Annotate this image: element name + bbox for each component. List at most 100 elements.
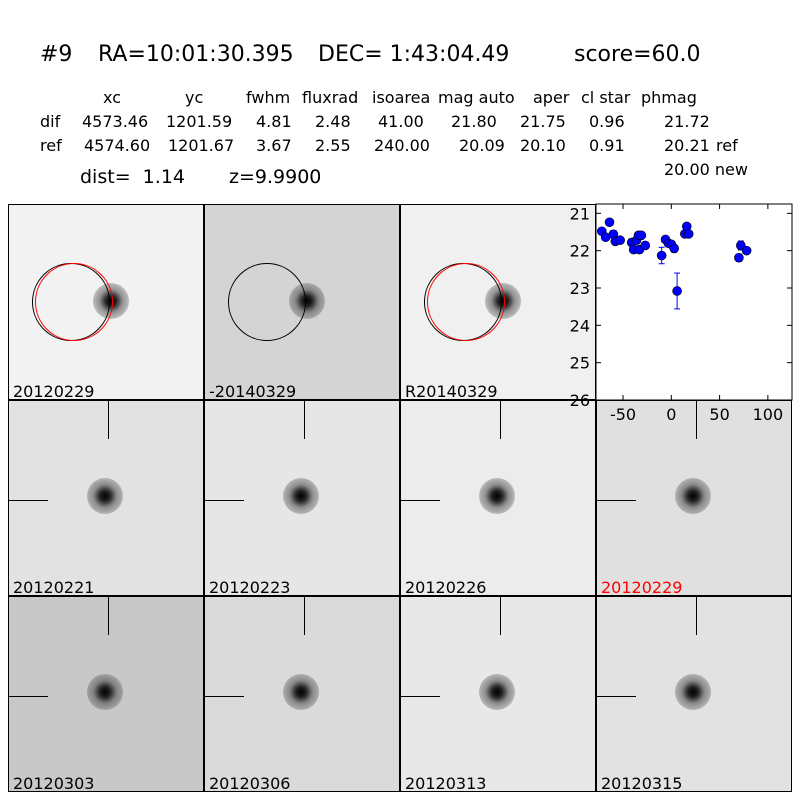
crosshair-vertical: [696, 401, 697, 439]
source-blob: [675, 674, 711, 710]
table-cell: 21.75: [520, 112, 566, 131]
column-header: fwhm: [246, 88, 291, 107]
red-aperture-circle: [35, 263, 113, 341]
table-cell: 4.81: [256, 112, 292, 131]
y-tick-label: 23: [570, 279, 590, 298]
stamp-date-label: 20120315: [601, 774, 683, 792]
crosshair-vertical: [108, 401, 109, 439]
data-point: [636, 230, 647, 241]
stamp-date-label: 20120229: [13, 382, 95, 400]
black-aperture-circle: [228, 263, 306, 341]
crosshair-vertical: [304, 401, 305, 439]
image-stamp[interactable]: 20120315: [596, 596, 792, 792]
table-cell: 4574.60: [84, 136, 151, 155]
stamp-date-label: 20120306: [209, 774, 291, 792]
source-blob: [283, 478, 319, 514]
column-header: isoarea: [372, 88, 431, 107]
stamp-date-label: 20120313: [405, 774, 487, 792]
data-point: [615, 235, 625, 246]
table-cell: 21.80: [451, 112, 497, 131]
plot-area: [595, 203, 793, 401]
source-blob: [479, 674, 515, 710]
crosshair-vertical: [500, 401, 501, 439]
data-point: [604, 217, 615, 228]
light-curve-plot: 21 22 23 24 25 26 -50 0 50 100: [570, 203, 793, 424]
source-blob: [283, 674, 319, 710]
row-label: ref: [40, 136, 62, 155]
dist-value: dist= 1.14: [80, 166, 185, 188]
row-label: dif: [40, 112, 61, 131]
y-tick-label: 21: [570, 204, 590, 223]
table-cell: 20.10: [520, 136, 566, 155]
candidate-id: #9: [40, 42, 73, 67]
crosshair-horizontal: [597, 696, 636, 697]
image-stamp[interactable]: 20120306: [204, 596, 400, 792]
table-cell: 2.48: [315, 112, 351, 131]
source-blob: [87, 674, 123, 710]
image-stamp[interactable]: 20120313: [400, 596, 596, 792]
row-tag: ref: [716, 136, 738, 155]
data-point: [741, 245, 752, 256]
y-tick-label: 26: [570, 391, 590, 410]
crosshair-horizontal: [205, 500, 244, 501]
table-cell: 1201.67: [168, 136, 235, 155]
stamp-date-label: -20140329: [209, 382, 297, 400]
column-header: cl star: [581, 88, 631, 107]
data-point: [734, 252, 744, 263]
stamp-date-label: R20140329: [405, 382, 498, 400]
data-point: [683, 229, 694, 239]
data-point: [640, 240, 651, 251]
table-cell: 3.67: [256, 136, 292, 155]
image-stamp[interactable]: 20120221: [8, 400, 204, 596]
column-header: yc: [185, 88, 204, 107]
z-value: z=9.9900: [229, 166, 322, 188]
table-cell: 21.72: [664, 112, 710, 131]
crosshair-horizontal: [205, 696, 244, 697]
source-blob: [87, 478, 123, 514]
y-tick-label: 24: [570, 316, 590, 335]
data-point: [656, 250, 667, 261]
data-point: [669, 243, 680, 254]
source-blob: [479, 478, 515, 514]
crosshair-horizontal: [9, 500, 48, 501]
image-stamp[interactable]: 20120303: [8, 596, 204, 792]
table-cell: 0.91: [589, 136, 625, 155]
stamp-date-label: 20120226: [405, 578, 487, 596]
table-cell: 1201.59: [166, 112, 233, 131]
image-stamp[interactable]: 20120223: [204, 400, 400, 596]
table-cell: 0.96: [589, 112, 625, 131]
y-tick-label: 25: [570, 354, 590, 373]
crosshair-horizontal: [401, 696, 440, 697]
new-mag: 20.00 new: [664, 160, 748, 179]
table-cell: 2.55: [315, 136, 351, 155]
source-blob: [675, 478, 711, 514]
image-stamp[interactable]: R20140329: [400, 204, 596, 400]
table-cell: 20.09: [459, 136, 505, 155]
image-stamp[interactable]: 20120229: [8, 204, 204, 400]
x-tick-label: -50: [610, 405, 636, 424]
red-aperture-circle: [427, 263, 505, 341]
y-tick-label: 22: [570, 242, 590, 261]
ra-value: RA=10:01:30.395: [98, 42, 294, 67]
column-header: fluxrad: [302, 88, 359, 107]
stamp-date-label: 20120221: [13, 578, 95, 596]
image-stamp[interactable]: -20140329: [204, 204, 400, 400]
crosshair-horizontal: [597, 500, 636, 501]
table-cell: 41.00: [378, 112, 424, 131]
crosshair-horizontal: [9, 696, 48, 697]
crosshair-vertical: [304, 597, 305, 635]
x-tick-label: 50: [709, 405, 729, 424]
stamp-date-label: 20120223: [209, 578, 291, 596]
column-header: phmag: [641, 88, 697, 107]
table-cell: 4573.46: [82, 112, 149, 131]
x-tick-label: 0: [666, 405, 676, 424]
crosshair-vertical: [500, 597, 501, 635]
stamp-date-label: 20120303: [13, 774, 95, 792]
stamp-date-label: 20120229: [601, 578, 683, 596]
data-point: [672, 286, 682, 296]
image-stamp[interactable]: 20120229: [596, 400, 792, 596]
dec-value: DEC= 1:43:04.49: [318, 42, 510, 67]
image-stamp[interactable]: 20120226: [400, 400, 596, 596]
table-cell: 240.00: [374, 136, 430, 155]
